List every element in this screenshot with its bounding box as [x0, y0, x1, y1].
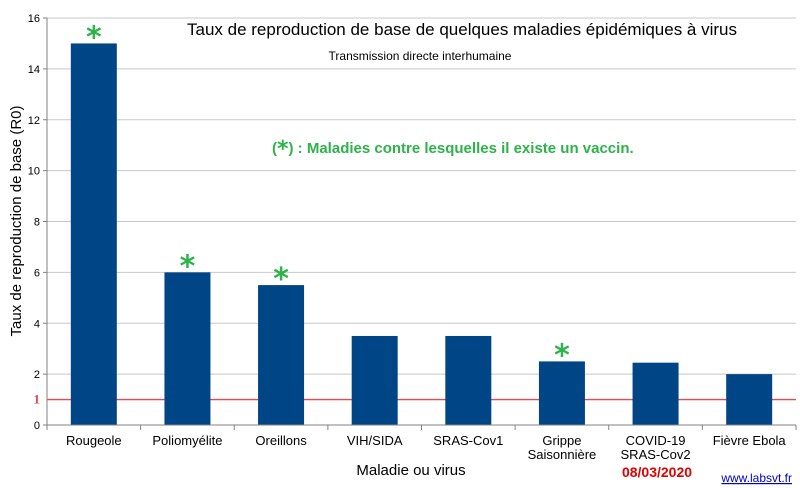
category-label-2-0: Oreillons	[255, 433, 307, 448]
bar-6	[632, 362, 679, 425]
annotation-text: ) : Maladies contre lesquelles il existe…	[289, 140, 634, 157]
reference-line-label: 1	[34, 392, 41, 407]
category-label-3-0: VIH/SIDA	[347, 433, 403, 448]
bar-7	[726, 374, 773, 425]
gridlines	[47, 17, 796, 375]
category-label-5-0: Grippe	[542, 433, 581, 448]
category-label-4-0: SRAS-Cov1	[433, 433, 503, 448]
vaccine-star-5: *	[554, 338, 570, 373]
vaccine-star-0: *	[86, 20, 102, 55]
annotation-star: *	[277, 137, 289, 162]
category-label-5-1: Saisonnière	[528, 447, 597, 462]
chart-subtitle: Transmission directe interhumaine	[329, 49, 512, 63]
annotation-open: (	[272, 140, 277, 157]
category-label-1-0: Poliomyélite	[152, 433, 222, 448]
chart-title: Taux de reproduction de base de quelques…	[187, 20, 737, 39]
y-tick-label-8: 16	[28, 13, 40, 25]
category-label-7-0: Fièvre Ebola	[713, 433, 787, 448]
y-tick-label-3: 6	[34, 267, 40, 279]
reference-line-group: 1	[34, 392, 796, 407]
y-tick-label-7: 14	[28, 64, 40, 76]
bar-3	[351, 335, 398, 425]
source-link[interactable]: www.labsvt.fr	[720, 471, 792, 485]
y-tick-label-4: 8	[34, 217, 40, 229]
bar-4	[445, 335, 492, 425]
date-label: 08/03/2020	[622, 464, 692, 480]
x-category-labels: Rougeole Poliomyélite Oreillons VIH/SIDA SRA…	[66, 433, 786, 462]
bars	[70, 43, 773, 425]
y-axis-label: Taux de reproduction de base (R0)	[8, 106, 25, 337]
y-tick-label-5: 10	[28, 166, 40, 178]
y-tick-label-1: 2	[34, 369, 40, 381]
vaccine-star-2: *	[273, 262, 289, 297]
y-tick-labels: 0 2 4 6 8 10 12 14 16	[28, 13, 40, 432]
category-label-6-0: COVID-19	[626, 433, 686, 448]
category-label-6-1: SRAS-Cov2	[621, 447, 691, 462]
bar-2	[258, 285, 305, 425]
x-axis-label: Maladie ou virus	[356, 462, 465, 479]
y-tick-label-0: 0	[34, 420, 40, 432]
vaccine-annotation: (*) : Maladies contre lesquelles il exis…	[272, 137, 634, 162]
y-tick-label-6: 12	[28, 115, 40, 127]
vaccine-star-1: *	[180, 249, 196, 284]
axes	[43, 17, 797, 430]
vaccine-stars: * * * *	[86, 20, 570, 373]
bar-1	[164, 272, 211, 425]
bar-0	[70, 43, 117, 425]
category-label-0-0: Rougeole	[66, 433, 122, 448]
bar-5	[538, 361, 585, 425]
y-tick-label-2: 4	[34, 318, 40, 330]
